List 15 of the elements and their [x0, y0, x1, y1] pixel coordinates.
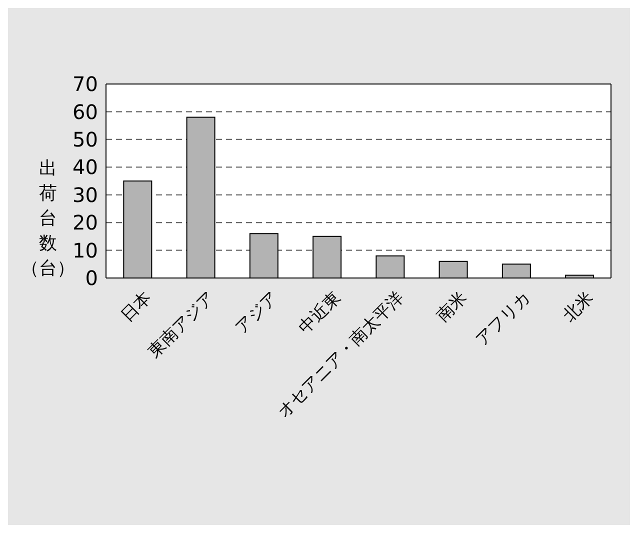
- y-tick-label: 70: [72, 72, 98, 96]
- x-tick-label: 北米: [559, 288, 598, 326]
- y-tick-label: 60: [72, 100, 98, 124]
- y-axis-title: 出荷台数（台）: [21, 157, 75, 281]
- y-tick-label: 0: [85, 266, 98, 290]
- x-tick-label: アフリカ: [472, 288, 534, 350]
- y-tick-label: 10: [72, 238, 98, 262]
- x-tick-label: 南米: [433, 288, 472, 326]
- x-tick-label: 日本: [117, 288, 156, 326]
- y-tick-label: 30: [72, 182, 98, 207]
- x-tick-label: アジア: [232, 288, 282, 338]
- y-tick-label: 50: [72, 128, 98, 152]
- y-tick-label: 40: [72, 155, 98, 180]
- x-tick-label: 中近東: [294, 288, 345, 338]
- y-tick-label: 20: [72, 210, 98, 235]
